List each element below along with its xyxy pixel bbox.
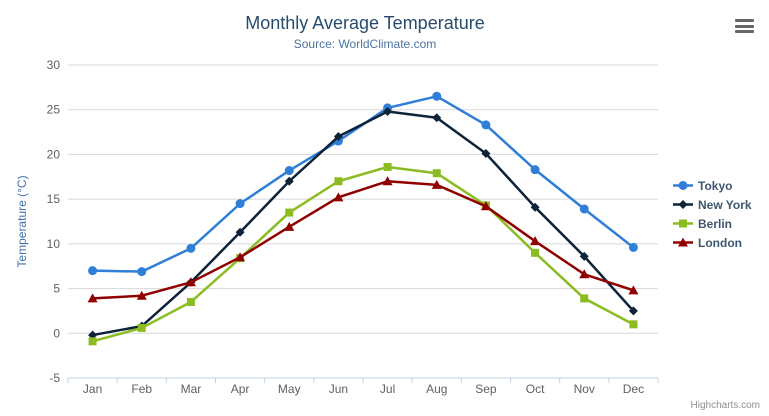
series-new-york-point[interactable] <box>432 113 442 123</box>
hamburger-bar <box>735 30 754 33</box>
series-berlin-line[interactable] <box>91 165 635 343</box>
series-tokyo-point[interactable] <box>88 266 98 276</box>
series-new-york-line[interactable] <box>91 110 635 337</box>
series-london-point[interactable] <box>628 285 639 295</box>
y-tick-label: 30 <box>47 58 61 72</box>
series-london-point[interactable] <box>87 293 98 303</box>
legend: Tokyo New York Berlin London <box>673 176 752 252</box>
series-london-point[interactable] <box>136 290 147 300</box>
legend-marker-diamond-icon <box>673 200 693 209</box>
series-berlin-point[interactable] <box>88 337 97 346</box>
legend-marker-shape[interactable] <box>678 181 688 190</box>
series-berlin-point[interactable] <box>137 323 146 332</box>
series-london-line[interactable] <box>91 180 635 300</box>
legend-label: New York <box>698 197 752 212</box>
series-berlin-point[interactable] <box>285 208 294 217</box>
series-new-york-point[interactable] <box>530 202 540 212</box>
series-new-york-point[interactable] <box>284 176 294 186</box>
legend-label: Tokyo <box>698 178 733 193</box>
hamburger-menu-icon[interactable] <box>735 19 754 33</box>
legend-item-london[interactable]: London <box>673 233 752 252</box>
series-new-york-point[interactable] <box>481 149 491 159</box>
series-london-point[interactable] <box>382 176 393 186</box>
legend-label: Berlin <box>698 216 733 231</box>
series-new-york-point[interactable] <box>628 306 638 316</box>
series-london-point[interactable] <box>431 179 442 189</box>
series-london-point[interactable] <box>284 221 295 231</box>
series-tokyo-line[interactable] <box>91 95 635 273</box>
legend-label: London <box>698 235 742 250</box>
series-tokyo-point[interactable] <box>137 267 147 277</box>
series-tokyo-point[interactable] <box>284 166 294 176</box>
series-london-point[interactable] <box>530 236 541 246</box>
series-tokyo-point[interactable] <box>530 165 540 175</box>
legend-item-tokyo[interactable]: Tokyo <box>673 176 752 195</box>
series-london-point[interactable] <box>235 252 246 262</box>
x-tick-label: Feb <box>131 382 152 396</box>
x-tick-label: Jul <box>380 382 395 396</box>
series-new-york-point[interactable] <box>235 227 245 237</box>
y-tick-label: 20 <box>47 147 61 161</box>
series-berlin-point[interactable] <box>531 248 540 257</box>
legend-marker-square-icon <box>673 219 693 228</box>
series-berlin-point[interactable] <box>629 320 638 329</box>
legend-marker-shape[interactable] <box>679 219 687 228</box>
series-berlin-point[interactable] <box>432 169 441 178</box>
series-tokyo-point[interactable] <box>628 242 638 252</box>
series-new-york-point[interactable] <box>88 330 98 340</box>
x-tick-label: May <box>278 382 301 396</box>
series-london-point[interactable] <box>333 192 344 202</box>
series-berlin-point[interactable] <box>334 177 343 186</box>
y-tick-label: 5 <box>53 282 60 296</box>
hamburger-bar <box>735 24 754 28</box>
y-axis-title: Temperature (°C) <box>15 175 29 267</box>
series-tokyo-point[interactable] <box>481 120 491 130</box>
series-berlin-point[interactable] <box>383 162 392 171</box>
x-tick-label: Jun <box>329 382 348 396</box>
legend-marker-triangle-icon <box>673 237 693 247</box>
series-tokyo-point[interactable] <box>186 243 196 253</box>
series-tokyo-point[interactable] <box>579 204 589 214</box>
series-berlin-point[interactable] <box>580 294 589 303</box>
x-tick-label: Mar <box>181 382 202 396</box>
x-tick-label: Jan <box>83 382 102 396</box>
series-new-york-point[interactable] <box>579 251 589 261</box>
series-new-york-point[interactable] <box>333 132 343 142</box>
series-london-point[interactable] <box>480 201 491 211</box>
credits-link[interactable]: Highcharts.com <box>690 400 760 411</box>
legend-marker-shape[interactable] <box>678 200 688 209</box>
x-tick-label: Nov <box>574 382 595 396</box>
series-new-york-point[interactable] <box>383 107 393 117</box>
y-tick-label: -5 <box>49 371 60 385</box>
chart-title: Monthly Average Temperature <box>245 13 485 33</box>
x-tick-label: Oct <box>526 382 545 396</box>
x-tick-label: Aug <box>426 382 447 396</box>
x-tick-label: Dec <box>623 382 644 396</box>
y-tick-label: 25 <box>47 103 61 117</box>
series-london-point[interactable] <box>579 269 590 279</box>
x-tick-label: Apr <box>231 382 250 396</box>
y-tick-label: 10 <box>47 237 61 251</box>
hamburger-bar <box>735 19 754 22</box>
legend-marker-shape[interactable] <box>678 237 688 247</box>
y-tick-label: 15 <box>47 192 61 206</box>
chart-subtitle: Source: WorldClimate.com <box>293 37 437 51</box>
series-berlin-point[interactable] <box>186 297 195 306</box>
legend-item-new-york[interactable]: New York <box>673 195 752 214</box>
legend-item-berlin[interactable]: Berlin <box>673 214 752 233</box>
series-tokyo-point[interactable] <box>235 199 245 209</box>
x-tick-label: Sep <box>475 382 497 396</box>
legend-marker-circle-icon <box>673 181 693 190</box>
series-tokyo-point[interactable] <box>432 91 442 101</box>
series-london-point[interactable] <box>185 277 196 287</box>
y-tick-label: 0 <box>53 326 60 340</box>
